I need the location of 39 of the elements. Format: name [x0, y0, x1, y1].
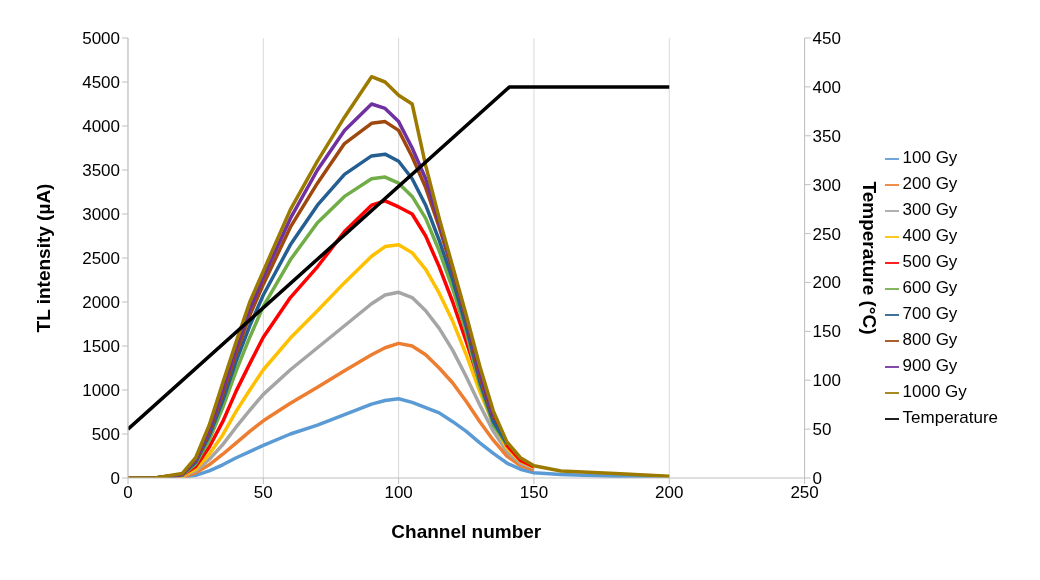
legend-label: 600 Gy: [902, 278, 958, 297]
y2-tick-label: 50: [812, 420, 832, 440]
legend-label: 1000 Gy: [902, 382, 967, 401]
y-tick-label: 1000: [82, 381, 120, 401]
y-tick-label: 4000: [82, 117, 120, 137]
y2-tick-label: 150: [812, 322, 841, 342]
y-tick-label: 500: [91, 425, 120, 445]
y2-axis-title: Temperature (°C): [858, 181, 880, 335]
x-tick-label: 150: [519, 483, 549, 503]
y2-tick-label: 450: [812, 29, 841, 49]
legend-label: 900 Gy: [902, 356, 958, 375]
y-tick-label: 2000: [82, 293, 120, 313]
legend-label: Temperature: [902, 408, 998, 427]
y-tick-label: 2500: [82, 249, 120, 269]
y-tick-label: 3000: [82, 205, 120, 225]
legend-label: 200 Gy: [902, 174, 958, 193]
y2-tick-label: 350: [812, 126, 841, 146]
y-tick-label: 3500: [82, 161, 120, 181]
y-tick-label: 4500: [82, 73, 120, 93]
legend-label: 500 Gy: [902, 252, 958, 271]
y2-tick-label: 250: [812, 224, 841, 244]
legend-label: 800 Gy: [902, 330, 958, 349]
x-tick-label: 100: [384, 483, 413, 503]
y2-tick-label: 200: [812, 273, 841, 293]
x-tick-label: 50: [253, 483, 273, 503]
x-tick-label: 200: [655, 483, 684, 503]
y2-tick-label: 100: [812, 371, 841, 391]
x-axis-title: Channel number: [391, 521, 542, 542]
x-tick-label: 0: [123, 483, 133, 503]
y-tick-label: 0: [110, 469, 120, 489]
y2-tick-label: 300: [812, 175, 841, 195]
y2-tick-label: 400: [812, 77, 841, 97]
legend-label: 700 Gy: [902, 304, 958, 323]
legend-label: 400 Gy: [902, 226, 958, 245]
y-tick-label: 5000: [82, 29, 120, 49]
legend-label: 100 Gy: [902, 148, 958, 167]
legend-label: 300 Gy: [902, 200, 958, 219]
y-tick-label: 1500: [82, 337, 120, 357]
y-axis-title: TL intensity (µA): [32, 183, 54, 333]
